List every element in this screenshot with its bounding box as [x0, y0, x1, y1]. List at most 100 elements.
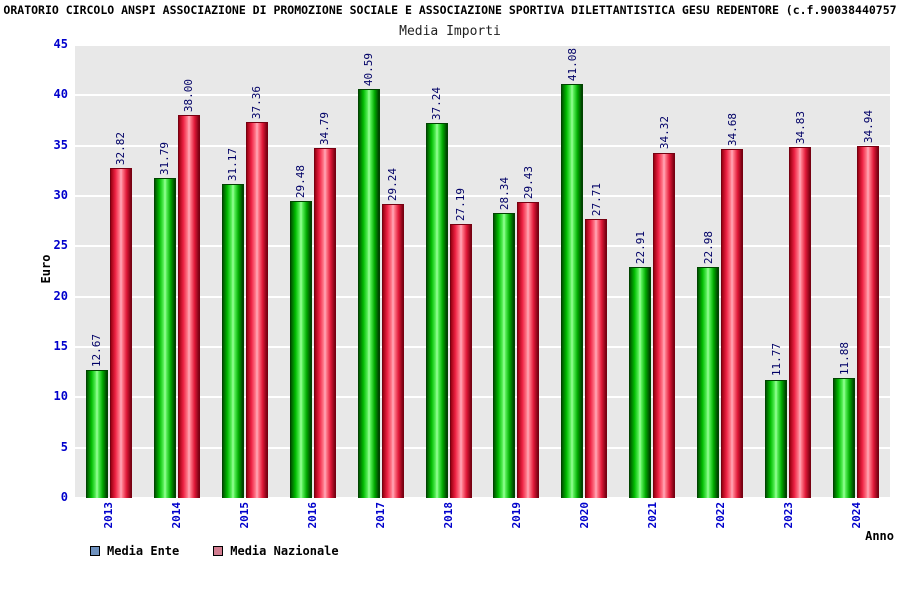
x-tick-label: 2020 [577, 502, 591, 529]
y-tick-label: 30 [53, 188, 68, 202]
x-tick-cell: 2019 [483, 502, 551, 542]
bar-wrap: 34.68 [721, 45, 744, 498]
bar-wrap: 22.91 [629, 45, 652, 498]
x-tick-cell: 2016 [279, 502, 347, 542]
bar-value-label: 11.77 [769, 343, 783, 377]
bar-wrap: 11.77 [765, 45, 788, 498]
chart-title: Media Importi [399, 24, 501, 39]
legend: Media Ente Media Nazionale [90, 544, 339, 558]
bar-group: 11.77 34.83 [754, 45, 822, 498]
bar-value-label: 40.59 [362, 53, 376, 87]
bar-value-label: 34.94 [861, 110, 875, 144]
y-tick-label: 0 [60, 490, 68, 504]
bar-group: 31.79 38.00 [143, 45, 211, 498]
bar-wrap: 11.88 [833, 45, 856, 498]
gridline [75, 497, 890, 499]
bar-value-label: 31.79 [158, 141, 172, 175]
page-header: ORATORIO CIRCOLO ANSPI ASSOCIAZIONE DI P… [0, 3, 900, 19]
x-tick-label: 2023 [781, 502, 795, 529]
legend-label: Media Nazionale [230, 544, 339, 558]
gridline [75, 396, 890, 399]
bar-group: 29.48 34.79 [279, 45, 347, 498]
bar-group: 22.98 34.68 [686, 45, 754, 498]
bar-wrap: 34.32 [653, 45, 676, 498]
x-tick-cell: 2021 [618, 502, 686, 542]
bars-row: 12.67 32.82 31.79 38.00 31.17 37.36 29.48 34.79… [75, 45, 890, 498]
bar-value-label: 37.36 [250, 85, 264, 119]
bar-value-label: 12.67 [90, 334, 104, 368]
bar-value-label: 22.98 [701, 230, 715, 264]
y-tick-label: 40 [53, 87, 68, 102]
bar-value-label: 11.88 [837, 342, 851, 376]
bar-value-label: 29.48 [294, 165, 308, 199]
bar-wrap: 34.83 [789, 45, 812, 498]
bar-media-nazionale [313, 147, 336, 498]
bar-wrap: 22.98 [697, 45, 720, 498]
bar-media-ente [629, 267, 652, 498]
bar-value-label: 27.19 [454, 188, 468, 222]
legend-item-media-nazionale: Media Nazionale [213, 544, 339, 558]
bar-value-label: 27.71 [589, 182, 603, 217]
bar-wrap: 31.79 [153, 45, 176, 498]
bar-value-label: 34.83 [793, 111, 807, 145]
gridline [75, 245, 890, 248]
x-tick-label: 2021 [645, 502, 659, 529]
bar-media-ente [357, 89, 380, 498]
gridline [75, 195, 890, 198]
x-tick-cell: 2014 [143, 502, 211, 542]
x-tick-label: 2017 [374, 502, 388, 529]
bar-wrap: 29.48 [289, 45, 312, 498]
gridline [75, 295, 890, 298]
x-axis-title: Anno [865, 529, 894, 543]
x-axis: 2013 2014 2015 2016 2017 2018 2019 2020 2021 2022… [75, 502, 890, 542]
x-tick-label: 2024 [849, 502, 863, 529]
legend-swatch [90, 546, 100, 556]
y-axis: 0 5 10 15 20 25 30 35 40 45 [30, 37, 70, 504]
bar-value-label: 34.79 [318, 111, 332, 145]
bar-media-ente [153, 177, 176, 498]
bar-media-ente [85, 370, 108, 498]
y-tick-label: 25 [53, 238, 68, 253]
bar-wrap: 37.36 [245, 45, 268, 498]
legend-label: Media Ente [107, 544, 180, 558]
y-tick-label: 10 [53, 389, 68, 404]
bar-value-label: 32.82 [114, 131, 128, 165]
bar-media-ente [833, 378, 856, 498]
x-tick-label: 2022 [713, 502, 727, 529]
legend-item-media-ente: Media Ente [90, 544, 179, 558]
bar-value-label: 37.24 [430, 87, 444, 121]
bar-value-label: 31.17 [226, 148, 240, 182]
x-tick-label: 2014 [170, 502, 184, 529]
bar-media-nazionale [789, 147, 812, 498]
y-tick-label: 35 [53, 137, 68, 152]
bar-media-ente [765, 379, 788, 498]
bar-media-ente [221, 184, 244, 498]
bar-wrap: 34.94 [857, 45, 880, 498]
x-tick-cell: 2018 [415, 502, 483, 542]
bar-value-label: 34.68 [725, 112, 739, 146]
bar-media-nazionale [653, 152, 676, 498]
bar-group: 28.34 29.43 [483, 45, 551, 498]
bar-media-nazionale [517, 201, 540, 498]
bar-wrap: 29.43 [517, 45, 540, 498]
x-tick-cell: 2020 [550, 502, 618, 542]
bar-value-label: 29.24 [386, 167, 400, 201]
bar-media-nazionale [245, 121, 268, 498]
x-tick-cell: 2017 [347, 502, 415, 542]
bar-group: 22.91 34.32 [618, 45, 686, 498]
bar-value-label: 22.91 [633, 231, 647, 265]
gridline [75, 346, 890, 349]
page-header-text: ORATORIO CIRCOLO ANSPI ASSOCIAZIONE DI P… [3, 3, 897, 17]
bar-value-label: 34.32 [657, 116, 671, 150]
x-tick-cell: 2013 [75, 502, 143, 542]
bar-wrap: 29.24 [381, 45, 404, 498]
bar-media-ente [289, 201, 312, 498]
bar-group: 31.17 37.36 [211, 45, 279, 498]
bar-wrap: 38.00 [177, 45, 200, 498]
y-tick-label: 5 [60, 439, 68, 454]
bar-media-nazionale [857, 146, 880, 498]
x-tick-label: 2018 [442, 502, 456, 529]
bar-wrap: 27.19 [449, 45, 472, 498]
y-tick-label: 45 [53, 37, 68, 51]
y-tick-label: 20 [53, 288, 68, 303]
